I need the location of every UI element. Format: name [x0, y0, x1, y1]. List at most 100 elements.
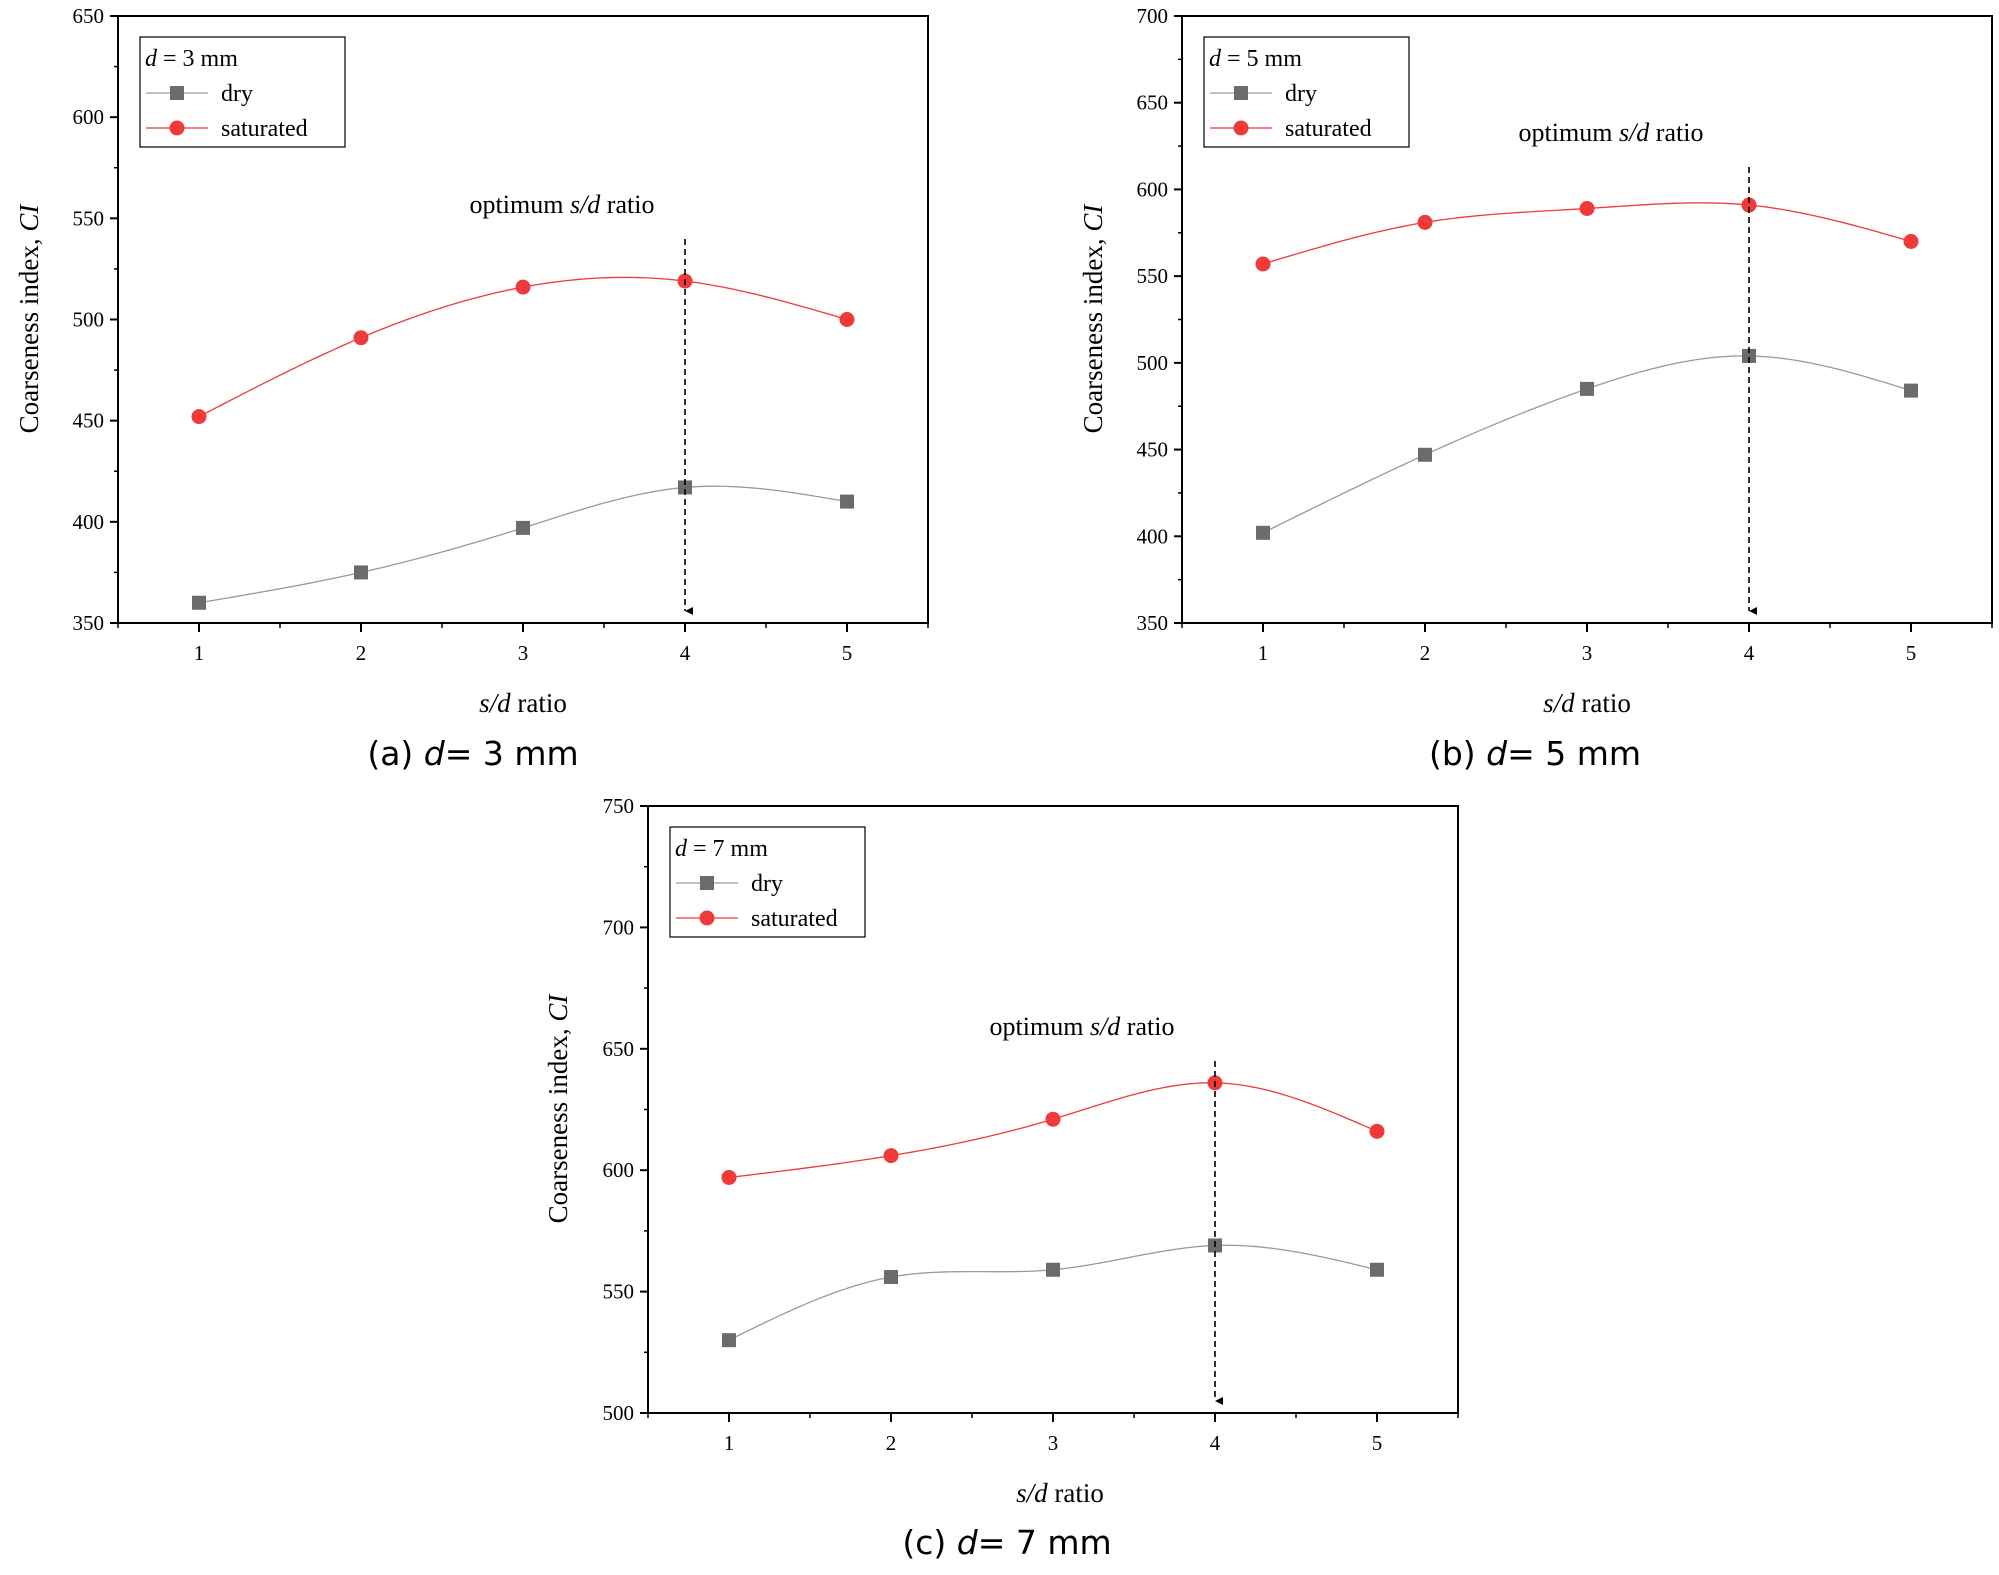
data-point-saturated: [1903, 233, 1919, 249]
x-axis-label: s/d ratio: [1543, 688, 1631, 718]
x-axis-label: s/d ratio: [479, 688, 567, 718]
y-axis-label: Coarseness index, CI: [543, 993, 573, 1224]
x-tick-label: 1: [724, 1431, 735, 1455]
legend-label-saturated: saturated: [751, 906, 838, 932]
y-tick-label: 700: [1137, 4, 1169, 28]
chart-panel-c: 500 550 600 650 700 750 1 2 3 4 5 optimum s/d ratio…: [543, 794, 1459, 1562]
x-tick-label: 4: [1210, 1431, 1221, 1455]
y-tick-label: 400: [73, 510, 105, 534]
y-tick-label: 550: [1137, 264, 1169, 288]
y-tick-label: 500: [603, 1401, 635, 1425]
x-tick-label: 5: [1906, 641, 1917, 665]
legend-marker-saturated: [1233, 120, 1249, 136]
data-point-dry: [1904, 383, 1918, 398]
y-tick-label: 350: [1137, 611, 1169, 635]
y-tick-label: 400: [1137, 524, 1169, 548]
y-tick-label: 600: [1137, 177, 1169, 201]
x-tick-label: 5: [1372, 1431, 1383, 1455]
series-line-dry: [198, 485, 848, 604]
x-tick-label: 1: [194, 641, 205, 665]
data-point-dry: [884, 1270, 898, 1285]
y-tick-label: 650: [603, 1037, 635, 1061]
legend-label-dry: dry: [751, 871, 783, 897]
chart-panel-b: 350 400 450 500 550 600 650 700 1 2 3 4 5 optimum s/d…: [1078, 4, 1993, 773]
series-line-saturated: [198, 276, 848, 418]
legend: d = 7 mm dry saturated: [669, 826, 866, 938]
x-tick-label: 2: [886, 1431, 897, 1455]
x-tick-label: 3: [518, 641, 529, 665]
legend-label-saturated: saturated: [221, 116, 308, 142]
data-point-saturated: [721, 1169, 737, 1185]
panel-caption: (a) d= 3 mm: [367, 734, 578, 773]
y-tick-label: 550: [73, 206, 105, 230]
series-line-dry: [728, 1244, 1378, 1341]
data-point-saturated: [883, 1148, 899, 1164]
y-tick-label: 650: [73, 4, 105, 28]
x-tick-label: 4: [680, 641, 691, 665]
data-point-dry: [1046, 1262, 1060, 1277]
optimum-annotation: optimum s/d ratio: [990, 1012, 1175, 1041]
optimum-annotation: optimum s/d ratio: [1519, 118, 1704, 147]
legend: d = 5 mm dry saturated: [1203, 36, 1410, 148]
series-line-saturated: [728, 1082, 1378, 1179]
data-point-saturated: [839, 312, 855, 327]
data-point-dry: [722, 1333, 736, 1348]
data-point-dry: [516, 520, 530, 535]
legend-title: d = 3 mm: [145, 46, 238, 72]
data-point-dry: [1256, 525, 1270, 540]
y-tick-label: 350: [73, 611, 105, 635]
data-point-dry: [840, 494, 854, 509]
data-point-saturated: [1045, 1111, 1061, 1127]
y-tick-label: 500: [73, 308, 105, 332]
data-point-saturated: [515, 279, 531, 295]
y-axis-label: Coarseness index, CI: [1078, 203, 1108, 434]
y-tick-label: 700: [603, 915, 635, 939]
x-tick-label: 4: [1744, 641, 1755, 665]
y-tick-label: 750: [603, 794, 635, 818]
data-point-saturated: [191, 409, 207, 425]
y-tick-label: 450: [73, 409, 105, 433]
legend-label-dry: dry: [1285, 81, 1317, 107]
legend-label-dry: dry: [221, 81, 253, 107]
y-tick-label: 450: [1137, 438, 1169, 462]
legend: d = 3 mm dry saturated: [139, 36, 346, 148]
y-tick-label: 600: [73, 105, 105, 129]
data-point-dry: [1418, 447, 1432, 462]
data-point-dry: [192, 595, 206, 610]
data-point-saturated: [353, 330, 369, 346]
panel-caption: (c) d= 7 mm: [902, 1523, 1111, 1562]
legend-marker-dry: [170, 86, 184, 100]
data-point-saturated: [1741, 197, 1757, 213]
legend-marker-dry: [1234, 86, 1248, 100]
legend-marker-saturated: [699, 910, 715, 926]
optimum-annotation: optimum s/d ratio: [470, 190, 655, 219]
x-tick-label: 1: [1258, 641, 1269, 665]
data-point-saturated: [1369, 1123, 1385, 1139]
x-tick-label: 2: [1420, 641, 1431, 665]
data-point-dry: [1742, 348, 1756, 363]
data-point-dry: [354, 565, 368, 580]
data-point-saturated: [1417, 214, 1433, 230]
y-tick-label: 500: [1137, 351, 1169, 375]
x-tick-label: 3: [1048, 1431, 1059, 1455]
x-tick-label: 2: [356, 641, 367, 665]
x-tick-label: 3: [1582, 641, 1593, 665]
chart-panel-a: 350 400 450 500 550 600 650 1 2 3 4 5 optimum s/d ra…: [14, 4, 929, 773]
panel-caption: (b) d= 5 mm: [1429, 734, 1641, 773]
legend-marker-saturated: [169, 120, 185, 136]
data-point-dry: [678, 480, 692, 495]
y-axis-label: Coarseness index, CI: [14, 203, 44, 434]
data-point-saturated: [1579, 201, 1595, 217]
y-tick-label: 650: [1137, 91, 1169, 115]
x-axis-label: s/d ratio: [1016, 1478, 1104, 1508]
data-point-saturated: [1255, 256, 1271, 272]
legend-marker-dry: [700, 876, 714, 890]
legend-title: d = 7 mm: [675, 836, 768, 862]
y-tick-label: 600: [603, 1158, 635, 1182]
x-tick-label: 5: [842, 641, 853, 665]
data-point-dry: [1580, 381, 1594, 396]
data-point-dry: [1370, 1262, 1384, 1277]
legend-title: d = 5 mm: [1209, 46, 1302, 72]
legend-label-saturated: saturated: [1285, 116, 1372, 142]
